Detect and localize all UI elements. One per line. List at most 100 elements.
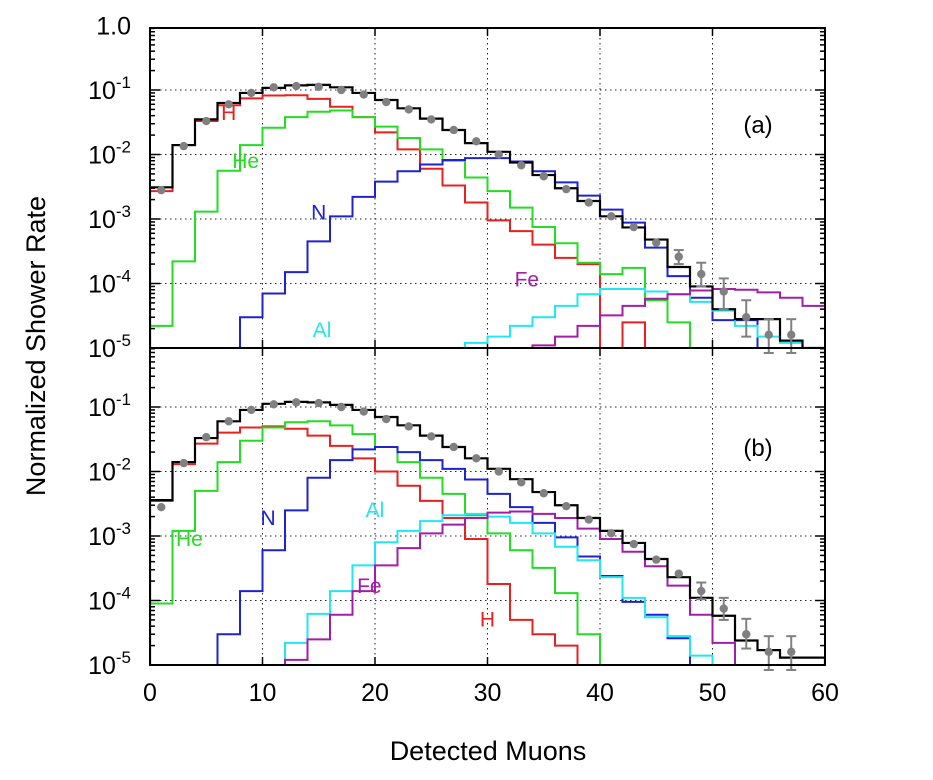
y-tick-label: 10-1: [88, 390, 131, 422]
data-point: [202, 116, 211, 126]
data-point: [247, 88, 256, 98]
histogram-Fe: [531, 288, 825, 348]
y-tick-exponent: -1: [116, 390, 131, 409]
histogram-He: [150, 109, 691, 348]
data-point: [607, 212, 616, 221]
y-tick-label: 10-2: [88, 138, 131, 170]
data-point: [472, 137, 481, 146]
x-tick-label: 20: [361, 679, 389, 707]
data-point: [697, 586, 706, 596]
y-tick-exponent: -4: [116, 584, 131, 603]
label-H: H: [480, 609, 495, 632]
data-point: [517, 161, 526, 170]
data-point: [742, 313, 751, 322]
data-point: [247, 405, 256, 415]
data-point: [359, 90, 368, 99]
y-tick-labels: 10-110-210-310-410-5: [88, 390, 131, 680]
histogram-He: [150, 420, 624, 665]
data-point: [494, 150, 503, 159]
histogram-N: [216, 445, 714, 665]
y-tick-exponent: -1: [116, 73, 131, 92]
species-labels: H He N Fe Al: [221, 102, 539, 342]
y-tick-label: 10-4: [88, 584, 131, 616]
y-tick-base: 10: [88, 523, 116, 551]
data-point: [202, 433, 211, 442]
y-tick-label: 10-3: [88, 519, 131, 551]
data-point: [179, 458, 188, 468]
y-tick-exponent: -2: [116, 455, 131, 474]
y-tick-label: 10-2: [88, 455, 131, 487]
data-point: [629, 539, 638, 549]
data-point: [269, 400, 278, 409]
data-point: [674, 569, 683, 578]
data-point: [224, 417, 233, 426]
y-tick-exponent: -4: [116, 267, 131, 286]
label-Fe: Fe: [357, 575, 382, 598]
y-tick-label: 10-4: [88, 267, 131, 299]
histogram-total: [150, 83, 825, 348]
data-point: [337, 85, 346, 95]
panel-label: (b): [743, 435, 772, 462]
data-point: [584, 515, 593, 524]
data-point: [539, 172, 548, 181]
data-point: [652, 555, 661, 564]
data-point: [292, 398, 301, 407]
x-axis-tick-labels: 0 10 20 30 40 50 60: [143, 679, 839, 707]
data-point: [224, 100, 233, 109]
data-point: [404, 422, 413, 431]
data-point: [562, 501, 571, 511]
data-point: [269, 83, 278, 92]
y-axis-title: Normalized Shower Rate: [21, 196, 51, 496]
data-point: [427, 115, 436, 124]
data-point: [764, 330, 773, 340]
data-point: [494, 467, 503, 476]
data-point: [562, 184, 571, 194]
y-tick-base: 10: [88, 142, 116, 170]
data-point: [787, 330, 796, 340]
y-tick-base: 10: [88, 206, 116, 234]
data-point: [382, 414, 391, 424]
x-tick-label: 40: [586, 679, 614, 707]
y-tick-exponent: -5: [116, 331, 131, 350]
data-point: [764, 647, 773, 657]
histograms: [150, 400, 825, 665]
data-point: [517, 478, 526, 487]
data-point: [449, 125, 458, 135]
histogram-Fe: [284, 510, 736, 665]
y-tick-label: 10-5: [88, 331, 131, 363]
data-point: [157, 185, 166, 195]
data-point: [742, 630, 751, 639]
data-point: [157, 502, 166, 512]
y-tick-exponent: -3: [116, 202, 131, 221]
data-point: [337, 402, 346, 412]
data-point: [674, 252, 683, 261]
label-Al: Al: [313, 319, 332, 342]
data-point: [382, 97, 391, 107]
data-point: [292, 81, 301, 91]
label-Al: Al: [366, 499, 385, 522]
data-point: [179, 141, 188, 151]
y-tick-label: 10-1: [88, 73, 131, 105]
label-He: He: [176, 528, 203, 551]
y-tick-base: 10: [88, 394, 116, 422]
plot-frame: [149, 347, 826, 666]
data-point: [629, 222, 638, 232]
y-tick-label: 10-5: [88, 648, 131, 680]
x-tick-label: 10: [249, 679, 277, 707]
y-tick-base: 10: [88, 335, 116, 363]
data-point: [719, 604, 728, 613]
x-tick-label: 60: [811, 679, 839, 707]
y-tick-exponent: -3: [116, 519, 131, 538]
data-point: [314, 82, 323, 92]
data-point: [404, 105, 413, 114]
x-tick-label: 0: [143, 679, 157, 707]
data-point: [652, 238, 661, 247]
data-points: [157, 81, 797, 354]
data-point: [314, 398, 323, 408]
histogram-H: [150, 94, 646, 348]
data-point: [359, 407, 368, 416]
y-tick-base: 1.0: [96, 13, 131, 41]
